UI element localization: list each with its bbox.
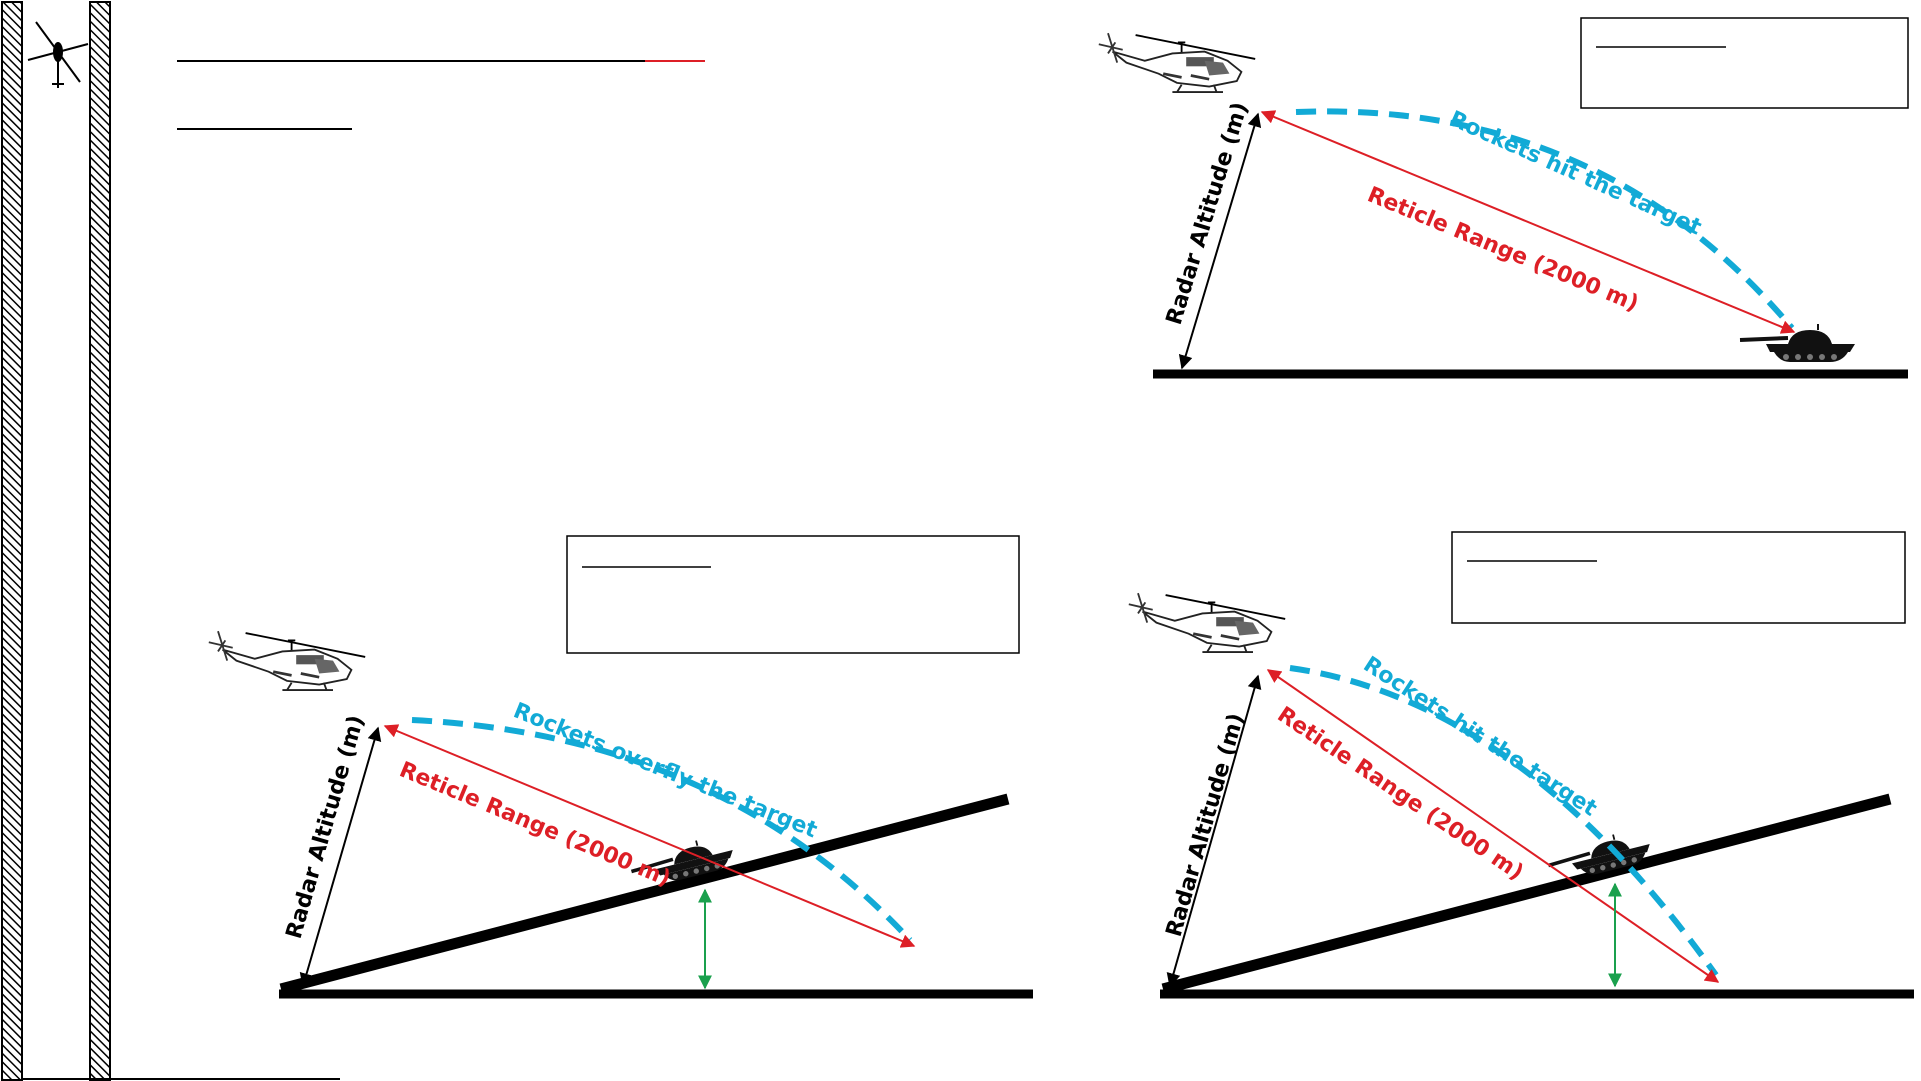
range-label: Reticle Range (2000 m) bbox=[396, 757, 674, 891]
reticle-range-arrow bbox=[1260, 110, 1796, 334]
slope-line bbox=[279, 793, 1010, 995]
rocket-trajectory bbox=[411, 717, 913, 943]
panel-top-right: Rockets hit the target Reticle Range (20… bbox=[1097, 17, 1909, 379]
helicopter-icon bbox=[27, 21, 89, 88]
altitude-label: Radar Altitude (m) bbox=[1162, 711, 1250, 940]
helicopter-icon bbox=[207, 629, 367, 692]
radar-altitude-arrow bbox=[1178, 112, 1262, 370]
slope-line bbox=[1161, 793, 1892, 995]
rocket-trajectory bbox=[1289, 665, 1719, 977]
rocket-trajectory bbox=[1295, 108, 1795, 330]
range-label: Reticle Range (2000 m) bbox=[1364, 182, 1642, 316]
trajectory-label: Rockets hit the target bbox=[1446, 107, 1706, 241]
caption-box bbox=[566, 535, 1020, 654]
radar-altitude-arrow bbox=[299, 726, 382, 988]
tank-icon bbox=[1738, 322, 1857, 364]
helicopter-icon bbox=[1127, 591, 1287, 654]
radar-altitude-arrow bbox=[1166, 674, 1262, 988]
panel-bottom-left: Rockets overfly the target Reticle Range… bbox=[207, 535, 1033, 999]
caption-box bbox=[1451, 531, 1906, 624]
reticle-range-arrow bbox=[1266, 669, 1720, 983]
caption-box bbox=[1580, 17, 1909, 109]
helicopter-icon bbox=[1097, 31, 1257, 94]
left-frame bbox=[1, 1, 340, 1081]
altitude-label: Radar Altitude (m) bbox=[1162, 99, 1253, 327]
reticle-range-arrow bbox=[383, 724, 916, 948]
panel-bottom-right: Rockets hit the target Reticle Range (20… bbox=[1127, 531, 1914, 999]
